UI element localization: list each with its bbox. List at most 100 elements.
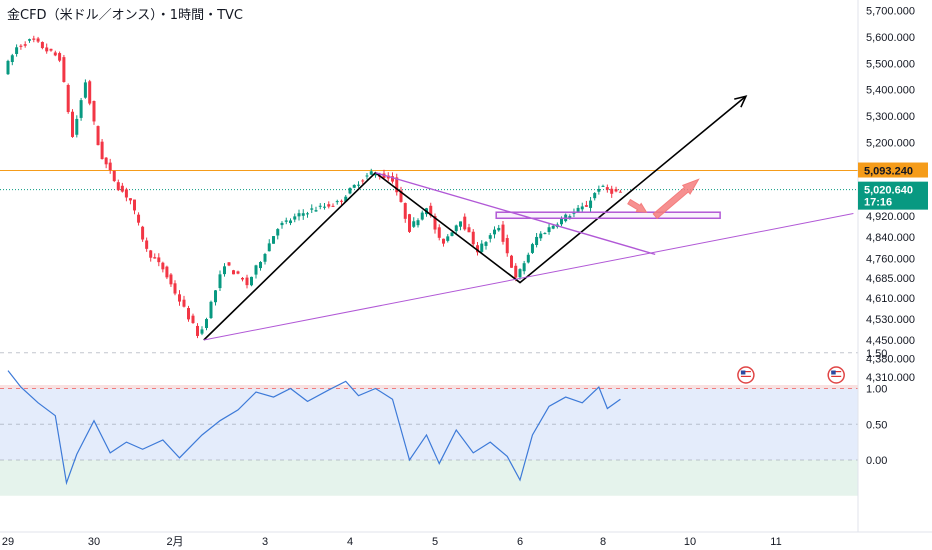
candle-body	[310, 208, 314, 210]
oscillator-gridlines	[0, 352, 858, 461]
candle-body	[589, 200, 593, 208]
candle-body	[83, 82, 87, 98]
candle-body	[605, 187, 609, 190]
candle-body	[501, 224, 505, 242]
candle-body	[40, 42, 44, 49]
candle-body	[547, 227, 551, 233]
candle-body	[539, 233, 543, 239]
candle-body	[433, 216, 437, 230]
price-tick-label: 4,380.000	[866, 353, 915, 365]
chart-title: 金CFD（米ドル／オンス）・1時間・TVC	[7, 7, 243, 23]
candle-body	[395, 177, 399, 193]
candle-body	[128, 198, 132, 201]
flag-canton	[740, 370, 746, 375]
oscillator-tick-label: 1.00	[866, 384, 887, 396]
time-tick-label: 3	[262, 536, 268, 548]
candle-body	[141, 226, 145, 240]
candle-body	[263, 253, 267, 262]
candle-body	[306, 213, 309, 215]
candle-body	[408, 214, 411, 232]
candle-body	[227, 262, 231, 266]
candle-body	[420, 212, 424, 220]
candle-body	[6, 60, 10, 75]
candle-body	[437, 227, 441, 238]
candle-body	[442, 238, 445, 244]
flag-ring	[827, 366, 845, 384]
candle-body	[191, 315, 195, 324]
candle-body	[153, 257, 157, 259]
candle-body	[497, 227, 501, 231]
time-tick-label: 11	[770, 536, 781, 548]
candle-body	[133, 199, 136, 211]
candle-body	[580, 206, 584, 210]
price-tick-label: 5,700.000	[866, 6, 915, 18]
current-price-badge	[858, 181, 928, 210]
price-tick-label: 4,685.000	[866, 273, 915, 285]
candle-body	[480, 243, 484, 252]
candle-body	[403, 203, 407, 219]
candle-body	[108, 162, 112, 171]
candle-body	[331, 205, 335, 207]
candle-body	[32, 38, 36, 40]
candle-body	[28, 39, 31, 41]
candle-body	[314, 210, 318, 212]
candle-body	[145, 240, 149, 249]
candle-body	[568, 216, 572, 219]
candle-body	[187, 308, 190, 320]
time-tick-label: 29	[2, 536, 14, 548]
price-tick-label: 4,920.000	[866, 211, 915, 223]
candle-body	[71, 111, 74, 137]
time-tick-label: 4	[347, 536, 353, 548]
candle-body	[488, 235, 492, 239]
time-tick-label: 30	[88, 536, 100, 548]
candle-body	[23, 44, 27, 46]
candle-body	[250, 276, 253, 286]
event-flags	[737, 366, 845, 384]
candle-body	[200, 329, 204, 334]
candle-body	[178, 294, 181, 302]
candle-body	[543, 233, 547, 235]
candle-body	[610, 188, 614, 194]
oscillator-bands	[0, 385, 858, 496]
price-tick-label: 4,450.000	[866, 335, 915, 347]
pullback-arrow	[627, 198, 648, 213]
candle-body	[560, 218, 563, 225]
candle-body	[374, 173, 377, 176]
time-tick-label: 8	[600, 536, 606, 548]
candle-body	[352, 184, 356, 188]
drawings	[203, 95, 854, 341]
candle-body	[412, 221, 416, 227]
candle-body	[535, 236, 539, 246]
candle-body	[514, 265, 518, 278]
candle-body	[223, 266, 226, 275]
candle-body	[505, 238, 509, 254]
candle-body	[182, 299, 186, 307]
flag-stripe	[740, 378, 751, 380]
candle-body	[618, 191, 622, 193]
flag-stripe	[831, 378, 842, 380]
candle-body	[327, 204, 331, 207]
candle-body	[450, 232, 454, 237]
candle-body	[75, 118, 79, 135]
candle-body	[522, 263, 526, 272]
candle-body	[289, 220, 292, 224]
candle-body	[49, 48, 53, 51]
candle-body	[62, 57, 66, 82]
flag-stripe	[831, 373, 842, 375]
candle-body	[301, 213, 305, 216]
flag-stripe	[831, 371, 842, 373]
candle-body	[276, 229, 280, 236]
candle-body	[365, 175, 369, 177]
candle-body	[335, 201, 339, 203]
time-tick-label: 10	[684, 536, 696, 548]
candle-body	[323, 206, 326, 208]
candle-body	[284, 220, 288, 222]
flag-canton	[831, 370, 836, 375]
candle-body	[10, 55, 14, 63]
price-tick-label: 4,310.000	[866, 372, 915, 384]
oscillator-tick-label: 0.00	[866, 455, 887, 467]
candle-body	[232, 270, 235, 275]
candle-body	[241, 277, 244, 280]
candle-body	[15, 47, 19, 54]
